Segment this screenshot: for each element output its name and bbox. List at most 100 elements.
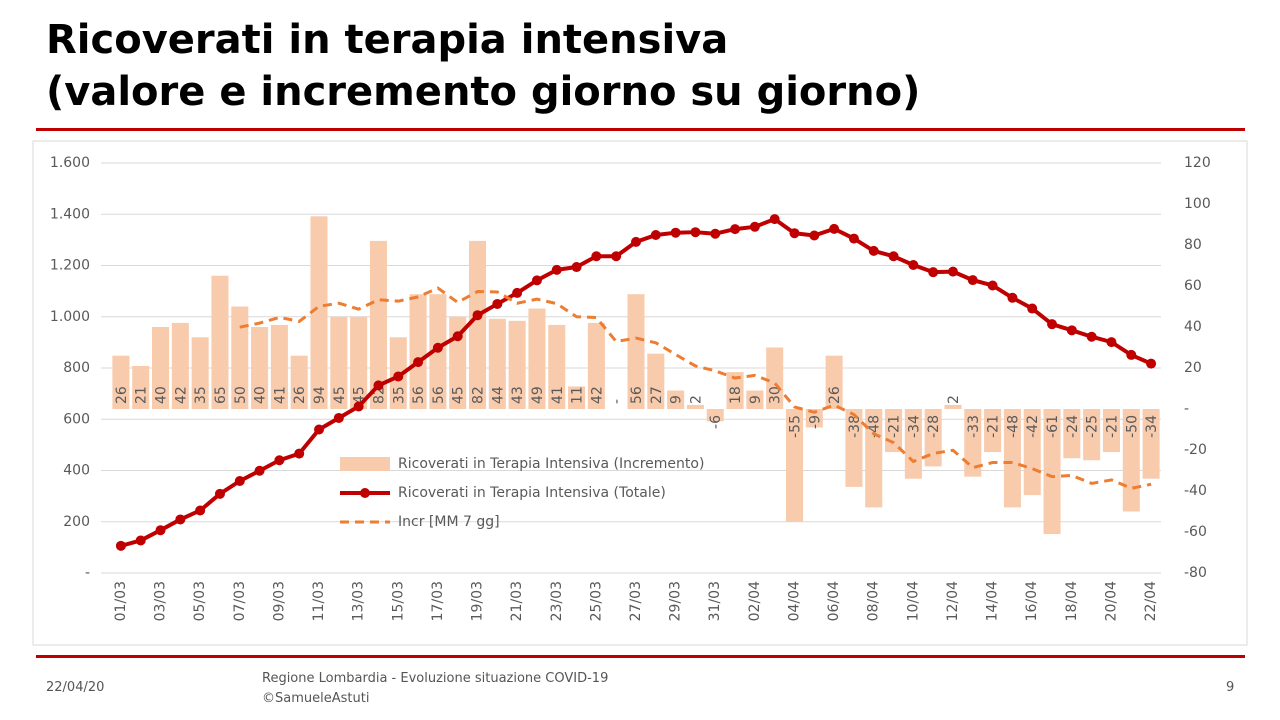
y2-tick-label: 60 (1184, 278, 1202, 294)
data-label: -42 (1025, 415, 1041, 438)
bar (944, 404, 962, 409)
y-tick-label: - (85, 565, 90, 581)
point (1007, 292, 1018, 303)
point (1027, 303, 1038, 314)
data-label: 26 (827, 386, 843, 404)
bar (112, 355, 130, 409)
x-tick-label: 01/03 (113, 581, 129, 621)
x-tick-label: 11/03 (311, 581, 327, 621)
footer-source: Regione Lombardia - Evoluzione situazion… (262, 669, 608, 709)
x-tick-label: 25/03 (588, 581, 604, 621)
data-label: 45 (332, 386, 348, 404)
data-label: 41 (272, 386, 288, 404)
source-line: Regione Lombardia - Evoluzione situazion… (262, 671, 609, 686)
x-tick-label: 17/03 (430, 581, 446, 621)
data-label: -24 (1065, 415, 1081, 438)
data-label: -21 (887, 415, 903, 438)
point (452, 331, 463, 342)
y2-tick-label: -60 (1184, 524, 1207, 540)
point (1047, 319, 1058, 330)
data-label: 35 (193, 386, 209, 404)
point (155, 525, 166, 536)
data-label: -21 (986, 415, 1002, 438)
bar (1122, 409, 1140, 512)
bar (667, 390, 685, 409)
point (1066, 325, 1077, 336)
data-label: 41 (550, 386, 566, 404)
bar (706, 409, 724, 422)
data-label: 18 (728, 386, 744, 404)
footer-date: 22/04/20 (46, 680, 105, 695)
bar (270, 324, 288, 409)
point (195, 505, 206, 516)
y-tick-label: 200 (63, 514, 90, 530)
x-tick-label: 06/04 (826, 581, 842, 621)
bar (350, 316, 368, 409)
line (239, 286, 1152, 490)
bar (132, 365, 150, 409)
point (947, 266, 958, 277)
data-label: -6 (708, 415, 724, 429)
y-tick-label: 1.000 (50, 309, 90, 325)
bar (1102, 409, 1120, 453)
point (650, 230, 661, 241)
data-label: -38 (847, 415, 863, 438)
point (512, 287, 523, 298)
bar (1003, 409, 1021, 508)
data-label: 21 (134, 386, 150, 404)
chart-frame (32, 140, 1248, 646)
x-tick-label: 23/03 (549, 581, 565, 621)
bar (1023, 409, 1041, 496)
bar (330, 316, 348, 409)
data-label: -28 (926, 415, 942, 438)
x-tick-label: 13/03 (351, 581, 367, 621)
source-line: ©SamueleAstuti (262, 691, 370, 706)
x-tick-label: 19/03 (470, 581, 486, 621)
data-label: 9 (669, 395, 685, 404)
x-tick-label: 09/03 (271, 581, 287, 621)
data-label: 56 (431, 386, 447, 404)
point (393, 371, 404, 382)
bar (805, 409, 823, 428)
bar (984, 409, 1002, 453)
bar (865, 409, 883, 508)
bar (746, 390, 764, 409)
point (908, 259, 919, 270)
point (888, 251, 899, 262)
data-label: 82 (471, 386, 487, 404)
point (274, 455, 285, 466)
point (1126, 349, 1137, 360)
data-label: 42 (589, 386, 605, 404)
bar (686, 404, 704, 409)
y2-tick-label: 120 (1184, 155, 1211, 171)
data-label: -48 (1005, 415, 1021, 438)
point (571, 262, 582, 273)
bar (647, 353, 665, 409)
x-tick-label: 22/04 (1143, 581, 1159, 621)
point (175, 514, 186, 525)
y-tick-label: 1.200 (50, 258, 90, 274)
point (967, 275, 978, 286)
data-label: 2 (688, 395, 704, 404)
point (1146, 358, 1157, 369)
point (531, 275, 542, 286)
bar (726, 372, 744, 409)
point (670, 227, 681, 238)
y2-tick-label: -80 (1184, 565, 1207, 581)
data-label: 43 (510, 386, 526, 404)
y-tick-label: 1.400 (50, 206, 90, 222)
bar (1083, 409, 1101, 461)
bar (211, 275, 229, 409)
legend-label: Ricoverati in Terapia Intensiva (Increme… (398, 456, 704, 472)
data-label: -48 (867, 415, 883, 438)
point (1086, 331, 1097, 342)
bar (508, 320, 526, 409)
data-label: 9 (748, 395, 764, 404)
bar (1142, 409, 1160, 479)
bar (171, 322, 189, 409)
data-label: -50 (1124, 415, 1140, 438)
data-label: 11 (570, 386, 586, 404)
bar (1043, 409, 1061, 535)
